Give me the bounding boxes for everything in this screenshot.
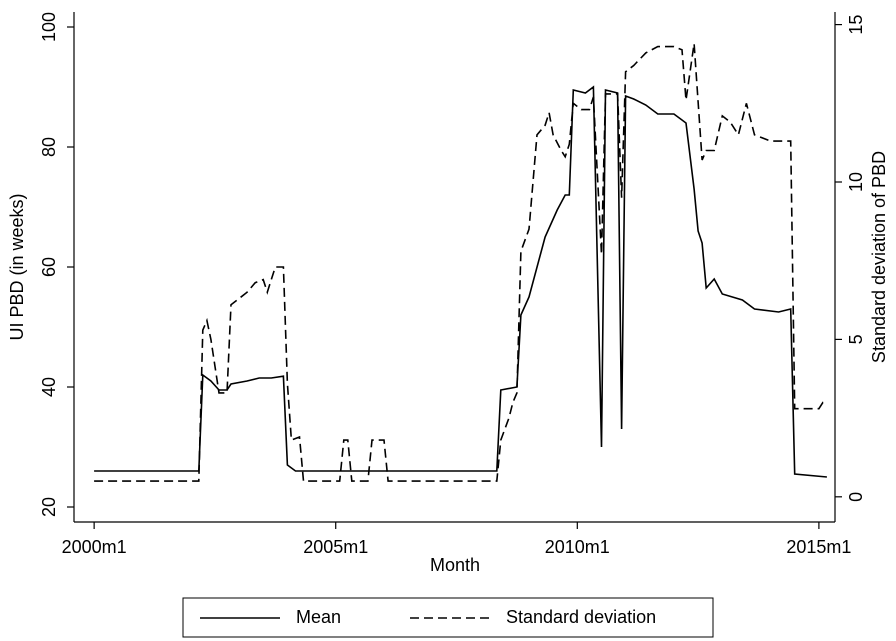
x-tick-label: 2000m1 bbox=[62, 537, 127, 557]
y-tick-label: 40 bbox=[39, 377, 59, 397]
y2-tick-label: 10 bbox=[846, 172, 866, 192]
y-tick-label: 100 bbox=[39, 12, 59, 42]
x-tick-label: 2015m1 bbox=[786, 537, 851, 557]
x-tick-label: 2005m1 bbox=[303, 537, 368, 557]
x-tick-label: 2010m1 bbox=[545, 537, 610, 557]
y-tick-label: 20 bbox=[39, 497, 59, 517]
series-line bbox=[94, 85, 827, 478]
y2-tick-label: 5 bbox=[846, 334, 866, 344]
series-line bbox=[94, 43, 827, 482]
x-axis-title: Month bbox=[430, 555, 480, 575]
y-tick-label: 80 bbox=[39, 137, 59, 157]
y-tick-label: 60 bbox=[39, 257, 59, 277]
y2-tick-label: 15 bbox=[846, 15, 866, 35]
y-axis-title: UI PBD (in weeks) bbox=[7, 193, 27, 340]
legend-label: Mean bbox=[296, 607, 341, 627]
y2-axis-title: Standard deviation of PBD bbox=[869, 151, 889, 363]
legend-box bbox=[182, 597, 714, 638]
legend-label: Standard deviation bbox=[506, 607, 656, 627]
y2-tick-label: 0 bbox=[846, 492, 866, 502]
